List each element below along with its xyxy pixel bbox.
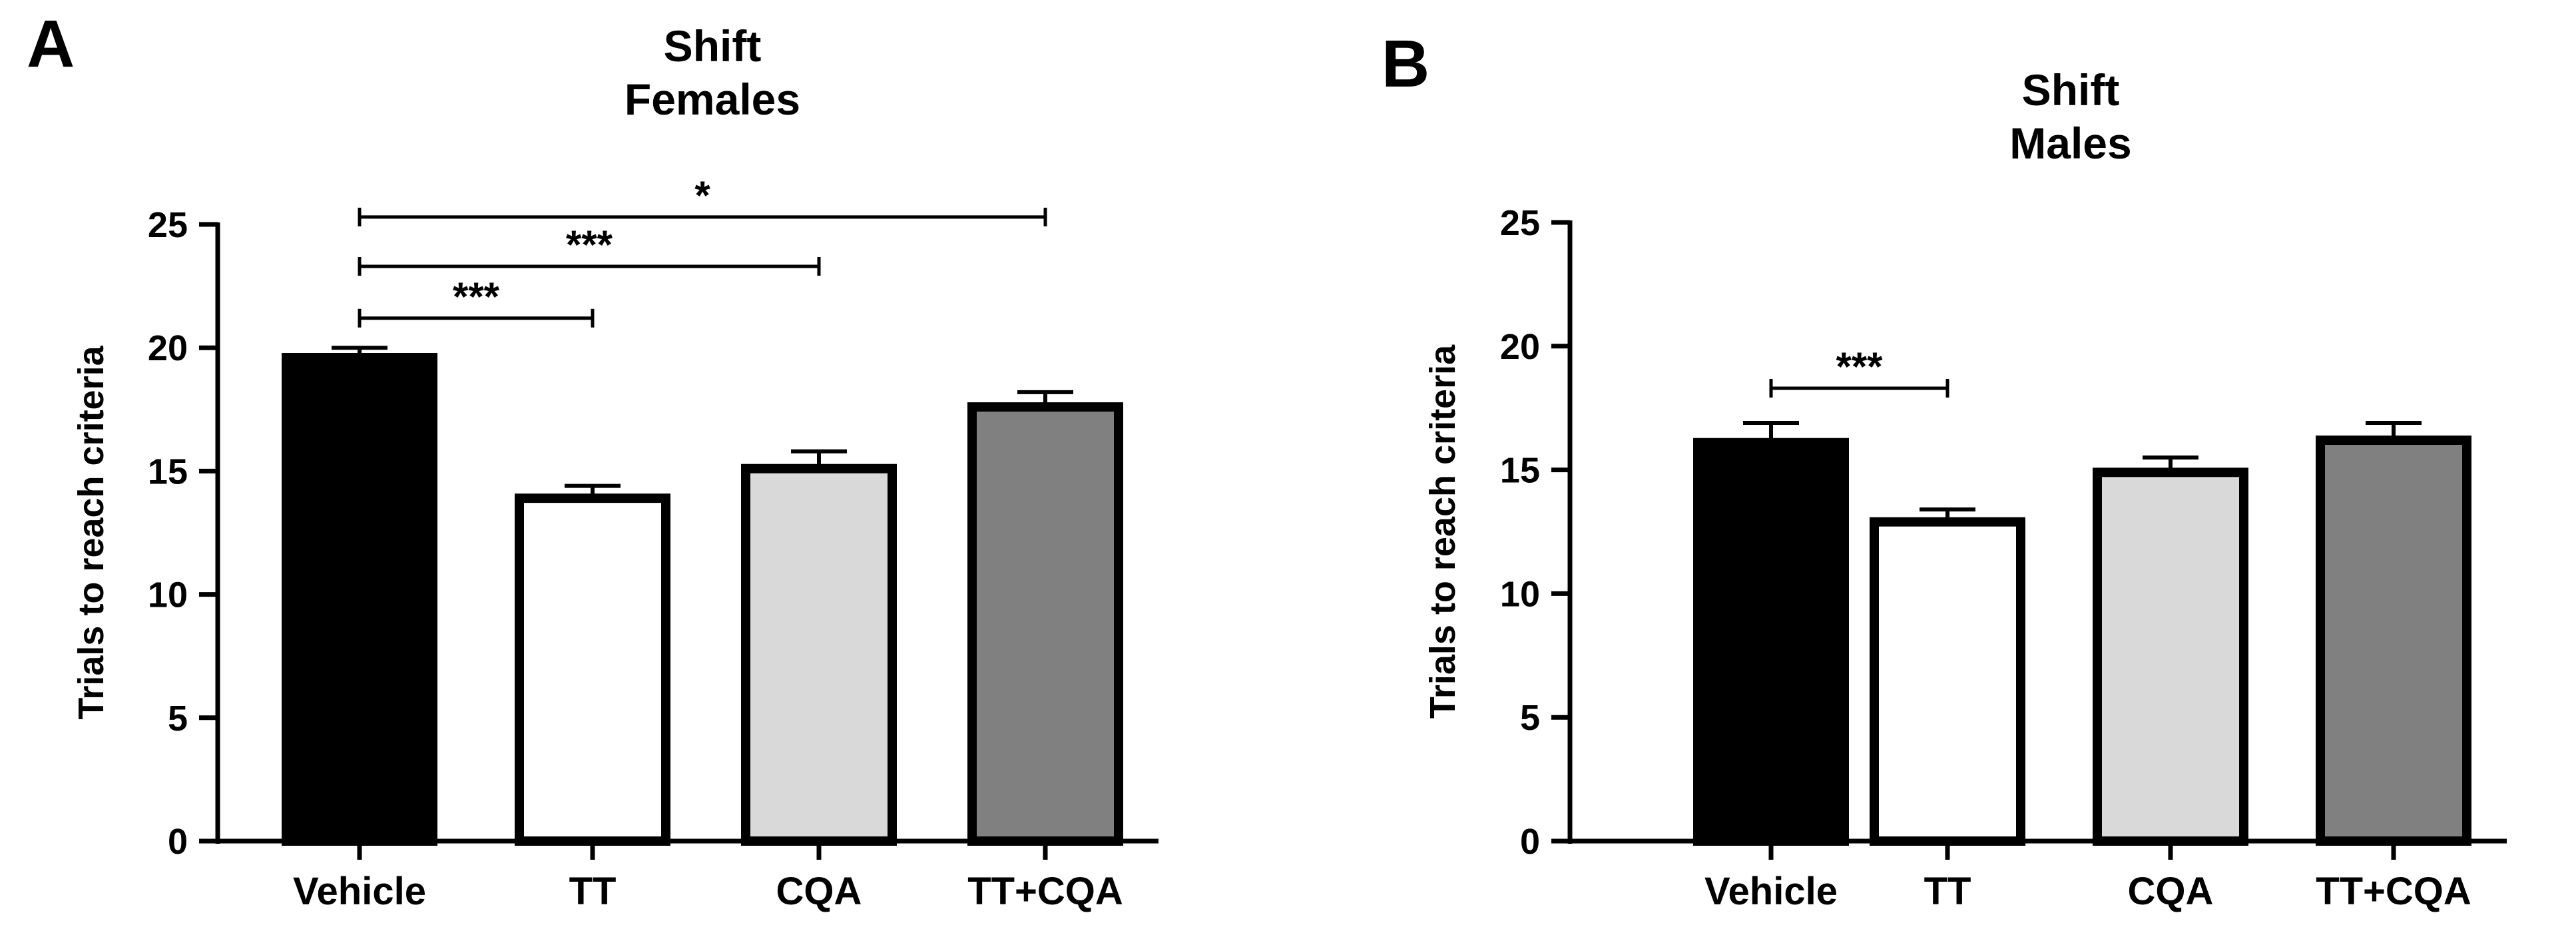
bar-tt [515,493,670,846]
y-tick-label-0: 0 [1520,822,1540,862]
x-tick-label-0: Vehicle [1704,870,1838,913]
bar-tt-cqa [2316,436,2471,846]
y-axis-label: Trials to reach criteria [1423,344,1463,719]
y-tick-label-25: 25 [1500,203,1540,243]
chart-title-line-1: Shift [664,21,762,71]
y-tick-label-0: 0 [168,822,188,862]
x-tick-label-3: TT+CQA [2316,870,2471,913]
chart-title-line-2: Males [2009,119,2131,168]
bar-cqa [2093,467,2248,846]
x-tick-label-2: CQA [776,870,862,913]
x-tick-label-0: Vehicle [293,870,426,913]
significance-label-2: * [694,173,710,218]
bar-vehicle [282,353,437,846]
y-tick-label-5: 5 [168,699,188,739]
x-tick-label-2: CQA [2128,870,2214,913]
y-tick-label-25: 25 [148,205,188,245]
y-tick-label-15: 15 [1500,451,1540,491]
chart-title-line-2: Females [625,75,800,124]
bar-vehicle [1693,438,1849,846]
y-tick-label-20: 20 [1500,327,1540,367]
x-tick-label-3: TT+CQA [967,870,1123,913]
bar-tt-cqa [967,402,1123,846]
y-tick-label-15: 15 [148,452,188,491]
chart-title-line-1: Shift [2022,65,2120,115]
y-tick-label-5: 5 [1520,698,1540,738]
x-tick-label-1: TT [569,870,617,913]
panel-label: B [1382,27,1429,101]
significance-label-0: *** [1836,344,1883,389]
y-tick-label-10: 10 [1500,574,1540,614]
y-axis-label: Trials to reach criteria [71,345,111,719]
bar-tt [1870,517,2025,846]
significance-label-0: *** [453,274,500,319]
panel-label: A [27,7,75,81]
y-tick-label-10: 10 [148,575,188,615]
significance-label-1: *** [566,222,613,267]
x-tick-label-1: TT [1924,870,1971,913]
y-tick-label-20: 20 [148,328,188,368]
bar-cqa [741,463,897,846]
